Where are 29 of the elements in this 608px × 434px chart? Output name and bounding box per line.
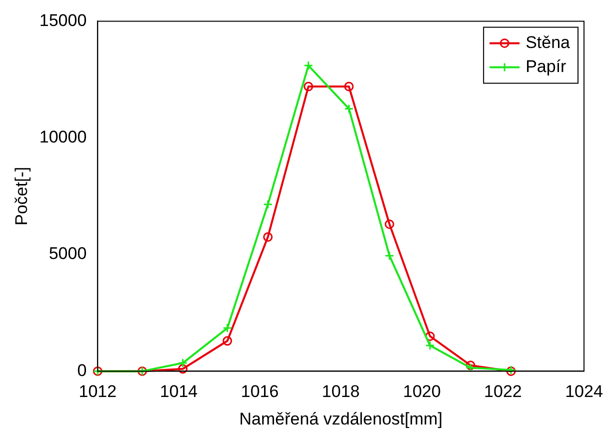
y-tick-label: 10000 xyxy=(39,128,87,147)
x-tick-label: 1022 xyxy=(484,382,522,402)
y-axis-title: Počet[-] xyxy=(12,166,31,226)
point xyxy=(344,104,354,114)
point xyxy=(304,60,314,70)
x-tick-label: 1014 xyxy=(160,382,198,402)
point xyxy=(384,250,394,260)
x-tick-label: 1024 xyxy=(565,382,603,402)
y-tick-label: 0 xyxy=(77,360,87,380)
point xyxy=(222,323,232,333)
point xyxy=(263,200,273,210)
y-tick-label: 5000 xyxy=(48,244,87,264)
point xyxy=(425,331,435,341)
point xyxy=(263,232,273,242)
point xyxy=(344,82,354,92)
point xyxy=(304,82,314,92)
point xyxy=(222,336,232,346)
y-tick-label: 15000 xyxy=(39,10,87,30)
legend-label: Stěna xyxy=(526,32,571,52)
x-tick-label: 1016 xyxy=(240,382,279,402)
x-axis-title: Naměřená vzdálenost[mm] xyxy=(239,409,442,428)
point xyxy=(178,364,188,374)
point xyxy=(178,358,188,368)
x-tick-label: 1018 xyxy=(322,382,360,402)
legend-label: Papír xyxy=(526,56,567,76)
x-tick-label: 1012 xyxy=(78,382,117,402)
x-tick-label: 1020 xyxy=(402,382,441,402)
point xyxy=(384,219,394,229)
point xyxy=(425,340,435,350)
